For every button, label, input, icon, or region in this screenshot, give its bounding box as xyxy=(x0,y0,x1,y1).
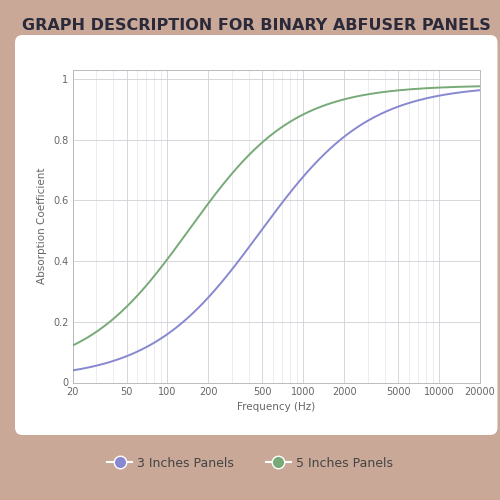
Y-axis label: Absorption Coefficient: Absorption Coefficient xyxy=(38,168,48,284)
Text: GRAPH DESCRIPTION FOR BINARY ABFUSER PANELS: GRAPH DESCRIPTION FOR BINARY ABFUSER PAN… xyxy=(22,18,491,32)
X-axis label: Frequency (Hz): Frequency (Hz) xyxy=(237,402,316,412)
Legend: 3 Inches Panels, 5 Inches Panels: 3 Inches Panels, 5 Inches Panels xyxy=(102,452,398,475)
